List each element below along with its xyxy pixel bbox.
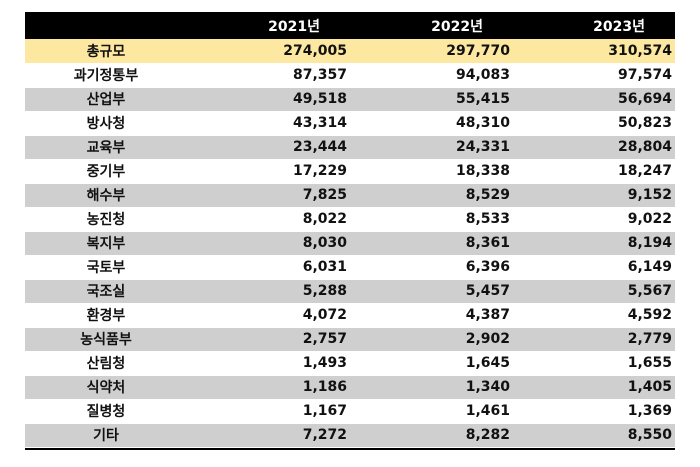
value-cell-2021: 1,493	[187, 351, 350, 376]
row-label-cell: 식약처	[25, 375, 187, 400]
value-cell-2023: 56,694	[513, 87, 675, 112]
value-cell-2023: 6,149	[513, 255, 675, 280]
value-cell-2023: 9,022	[513, 207, 675, 232]
value-cell-2023: 1,405	[513, 375, 675, 400]
value-cell-2022: 1,645	[350, 351, 513, 376]
value-cell-2021: 2,757	[187, 327, 350, 352]
row-label-cell: 기타	[25, 423, 187, 448]
value-cell-2022: 8,282	[350, 423, 513, 448]
value-cell-2021: 1,186	[187, 375, 350, 400]
value-cell-2023: 18,247	[513, 159, 675, 184]
value-cell-2022: 94,083	[350, 63, 513, 88]
table-row: 산림청 1,493 1,645 1,655	[25, 351, 675, 376]
value-cell-2022: 18,338	[350, 159, 513, 184]
table-row: 질병청 1,167 1,461 1,369	[25, 399, 675, 424]
table-row: 국토부 6,031 6,396 6,149	[25, 255, 675, 280]
value-cell-2023: 97,574	[513, 63, 675, 88]
value-cell-2021: 274,005	[187, 39, 350, 64]
table-row: 국조실 5,288 5,457 5,567	[25, 279, 675, 304]
table-row: 중기부 17,229 18,338 18,247	[25, 159, 675, 184]
value-cell-2022: 297,770	[350, 39, 513, 64]
value-cell-2022: 24,331	[350, 135, 513, 160]
value-cell-2022: 55,415	[350, 87, 513, 112]
row-label-cell: 총규모	[25, 39, 187, 64]
value-cell-2022: 8,361	[350, 231, 513, 256]
row-label-cell: 농식품부	[25, 327, 187, 352]
value-cell-2022: 1,340	[350, 375, 513, 400]
value-cell-2021: 7,272	[187, 423, 350, 448]
table-row: 식약처 1,186 1,340 1,405	[25, 375, 675, 400]
table-row: 해수부 7,825 8,529 9,152	[25, 183, 675, 208]
budget-table-container: 2021년 2022년 2023년 총규모 274,005 297,770 310,5…	[25, 12, 675, 448]
header-cell-2023: 2023년	[593, 18, 645, 35]
value-cell-2023: 4,592	[513, 303, 675, 328]
value-cell-2021: 43,314	[187, 111, 350, 136]
table-row: 기타 7,272 8,282 8,550	[25, 423, 675, 448]
value-cell-2021: 17,229	[187, 159, 350, 184]
value-cell-2021: 87,357	[187, 63, 350, 88]
row-label-cell: 과기정통부	[25, 63, 187, 88]
value-cell-2023: 310,574	[513, 39, 675, 64]
value-cell-2023: 8,550	[513, 423, 675, 448]
table-header: 2021년 2022년 2023년	[25, 12, 675, 39]
table-bottom-border	[25, 448, 675, 450]
table-row: 방사청 43,314 48,310 50,823	[25, 111, 675, 136]
value-cell-2022: 48,310	[350, 111, 513, 136]
header-cell-2022: 2022년	[431, 18, 483, 35]
value-cell-2022: 4,387	[350, 303, 513, 328]
value-cell-2021: 49,518	[187, 87, 350, 112]
value-cell-2021: 8,022	[187, 207, 350, 232]
row-label-cell: 복지부	[25, 231, 187, 256]
value-cell-2023: 28,804	[513, 135, 675, 160]
table-body: 총규모 274,005 297,770 310,574 과기정통부 87,357 94,08…	[25, 39, 675, 448]
table-row: 교육부 23,444 24,331 28,804	[25, 135, 675, 160]
table-row: 산업부 49,518 55,415 56,694	[25, 87, 675, 112]
header-row: 2021년 2022년 2023년	[25, 12, 675, 39]
value-cell-2021: 1,167	[187, 399, 350, 424]
value-cell-2023: 2,779	[513, 327, 675, 352]
value-cell-2022: 2,902	[350, 327, 513, 352]
row-label-cell: 환경부	[25, 303, 187, 328]
row-label-cell: 중기부	[25, 159, 187, 184]
table-row: 과기정통부 87,357 94,083 97,574	[25, 63, 675, 88]
value-cell-2023: 1,369	[513, 399, 675, 424]
value-cell-2023: 1,655	[513, 351, 675, 376]
value-cell-2022: 6,396	[350, 255, 513, 280]
budget-table: 2021년 2022년 2023년 총규모 274,005 297,770 310,5…	[25, 12, 675, 448]
value-cell-2023: 5,567	[513, 279, 675, 304]
value-cell-2022: 1,461	[350, 399, 513, 424]
value-cell-2022: 8,533	[350, 207, 513, 232]
header-cell-2021: 2021년	[268, 18, 320, 35]
value-cell-2021: 23,444	[187, 135, 350, 160]
table-row: 환경부 4,072 4,387 4,592	[25, 303, 675, 328]
value-cell-2021: 8,030	[187, 231, 350, 256]
table-row-total: 총규모 274,005 297,770 310,574	[25, 39, 675, 64]
table-row: 농식품부 2,757 2,902 2,779	[25, 327, 675, 352]
header-cell-blank	[25, 12, 187, 39]
value-cell-2023: 9,152	[513, 183, 675, 208]
row-label-cell: 산림청	[25, 351, 187, 376]
row-label-cell: 질병청	[25, 399, 187, 424]
value-cell-2021: 7,825	[187, 183, 350, 208]
value-cell-2021: 4,072	[187, 303, 350, 328]
row-label-cell: 산업부	[25, 87, 187, 112]
value-cell-2021: 5,288	[187, 279, 350, 304]
row-label-cell: 해수부	[25, 183, 187, 208]
row-label-cell: 농진청	[25, 207, 187, 232]
table-row: 복지부 8,030 8,361 8,194	[25, 231, 675, 256]
value-cell-2021: 6,031	[187, 255, 350, 280]
row-label-cell: 방사청	[25, 111, 187, 136]
row-label-cell: 국토부	[25, 255, 187, 280]
row-label-cell: 국조실	[25, 279, 187, 304]
value-cell-2022: 8,529	[350, 183, 513, 208]
value-cell-2022: 5,457	[350, 279, 513, 304]
value-cell-2023: 8,194	[513, 231, 675, 256]
table-row: 농진청 8,022 8,533 9,022	[25, 207, 675, 232]
row-label-cell: 교육부	[25, 135, 187, 160]
value-cell-2023: 50,823	[513, 111, 675, 136]
